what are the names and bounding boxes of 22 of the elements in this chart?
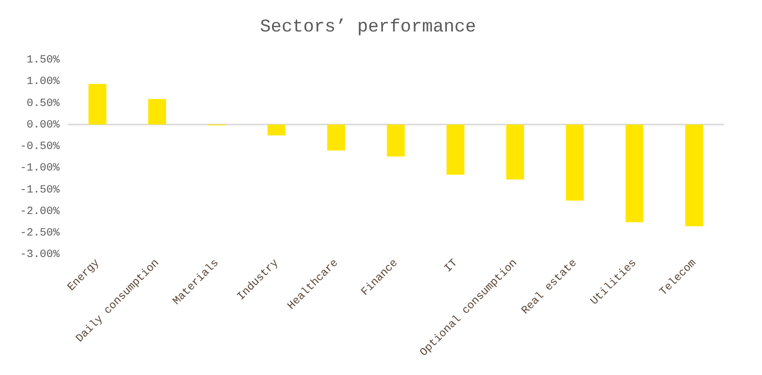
bar bbox=[566, 124, 584, 201]
bar bbox=[685, 124, 704, 226]
y-tick-label: -0.50% bbox=[20, 141, 60, 154]
bar bbox=[327, 124, 346, 150]
bar bbox=[88, 84, 106, 125]
y-tick-label: -2.00% bbox=[20, 206, 60, 218]
chart-title: Sectors’ performance bbox=[260, 18, 476, 38]
y-tick-label: -2.50% bbox=[20, 228, 60, 240]
bar bbox=[148, 98, 166, 125]
bar bbox=[446, 124, 464, 175]
y-tick-label: 1.00% bbox=[26, 76, 60, 88]
bar bbox=[386, 124, 405, 157]
y-tick-label: -1.50% bbox=[20, 184, 60, 196]
x-tick-label: IT bbox=[442, 257, 461, 276]
y-tick-label: 1.50% bbox=[26, 54, 60, 67]
bar bbox=[626, 124, 644, 222]
y-tick-label: 0.50% bbox=[26, 98, 60, 110]
bar bbox=[506, 124, 524, 180]
y-tick-label: -3.00% bbox=[20, 249, 60, 262]
y-tick-label: 0.00% bbox=[26, 119, 60, 132]
bar bbox=[268, 124, 286, 136]
y-tick-label: -1.00% bbox=[20, 162, 60, 175]
